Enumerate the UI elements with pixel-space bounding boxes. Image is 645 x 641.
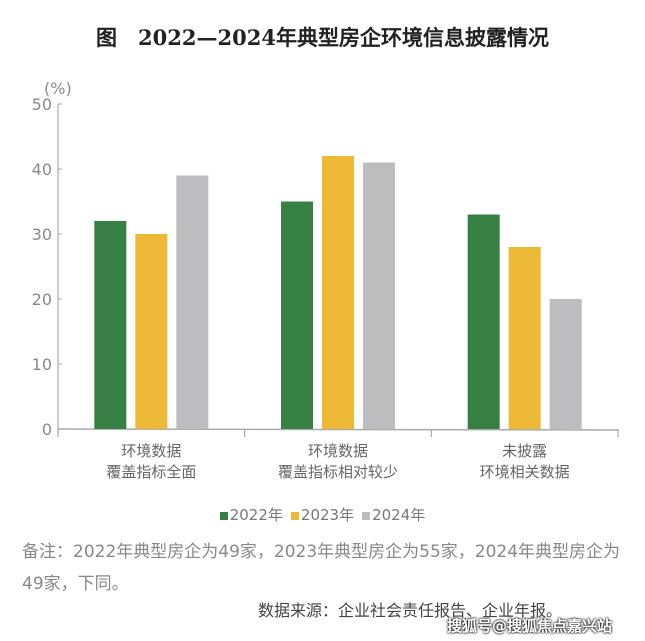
- bar-2023年: [508, 247, 541, 429]
- y-tick-label: 50: [32, 95, 52, 114]
- legend-label: 2022年: [229, 506, 283, 524]
- y-tick-label: 30: [32, 225, 52, 244]
- bar-2022年: [281, 201, 313, 429]
- legend-label: 2024年: [372, 506, 426, 524]
- legend-item: 2024年: [362, 506, 425, 524]
- y-tick-label: 40: [32, 160, 52, 179]
- data-source: 数据来源：企业社会责任报告、企业年报。: [258, 601, 563, 620]
- bar-2024年: [549, 299, 582, 429]
- y-axis-label: (%): [44, 79, 72, 98]
- x-axis: [57, 428, 619, 431]
- footnote: 备注：2022年典型房企为49家，2023年典型房企为55家，2024年典型房企…: [22, 542, 621, 594]
- category-label: 未披露: [502, 442, 547, 460]
- category-label: 覆盖指标相对较少: [278, 463, 398, 481]
- bar-2024年: [363, 162, 395, 429]
- category-label: 环境相关数据: [480, 463, 570, 481]
- legend: 2022年 2023年 2024年: [0, 504, 645, 525]
- y-tick-label: 20: [32, 290, 52, 309]
- bar-chart: (%)01020304050环境数据覆盖指标全面环境数据覆盖指标相对较少未披露环…: [32, 79, 619, 481]
- bar-2023年: [135, 234, 168, 429]
- bar-2022年: [94, 221, 127, 429]
- y-tick-label: 10: [32, 355, 52, 374]
- legend-swatch: [219, 511, 228, 520]
- legend-item: 2023年: [290, 506, 355, 524]
- watermark: 搜狐号@搜狐焦点嘉兴站: [447, 617, 613, 635]
- category-label: 环境数据: [121, 442, 181, 460]
- category-label: 覆盖指标全面: [106, 463, 196, 481]
- legend-label: 2023年: [300, 506, 355, 524]
- category-label: 环境数据: [308, 442, 368, 460]
- chart-title: 图 2022—2024年典型房企环境信息披露情况: [96, 25, 549, 50]
- bar-2023年: [322, 156, 354, 429]
- bar-2022年: [467, 214, 500, 429]
- bar-2024年: [176, 175, 209, 429]
- legend-item: 2022年: [219, 506, 283, 524]
- legend-swatch: [362, 511, 371, 520]
- legend-swatch: [290, 511, 299, 520]
- y-tick-label: 0: [42, 420, 52, 439]
